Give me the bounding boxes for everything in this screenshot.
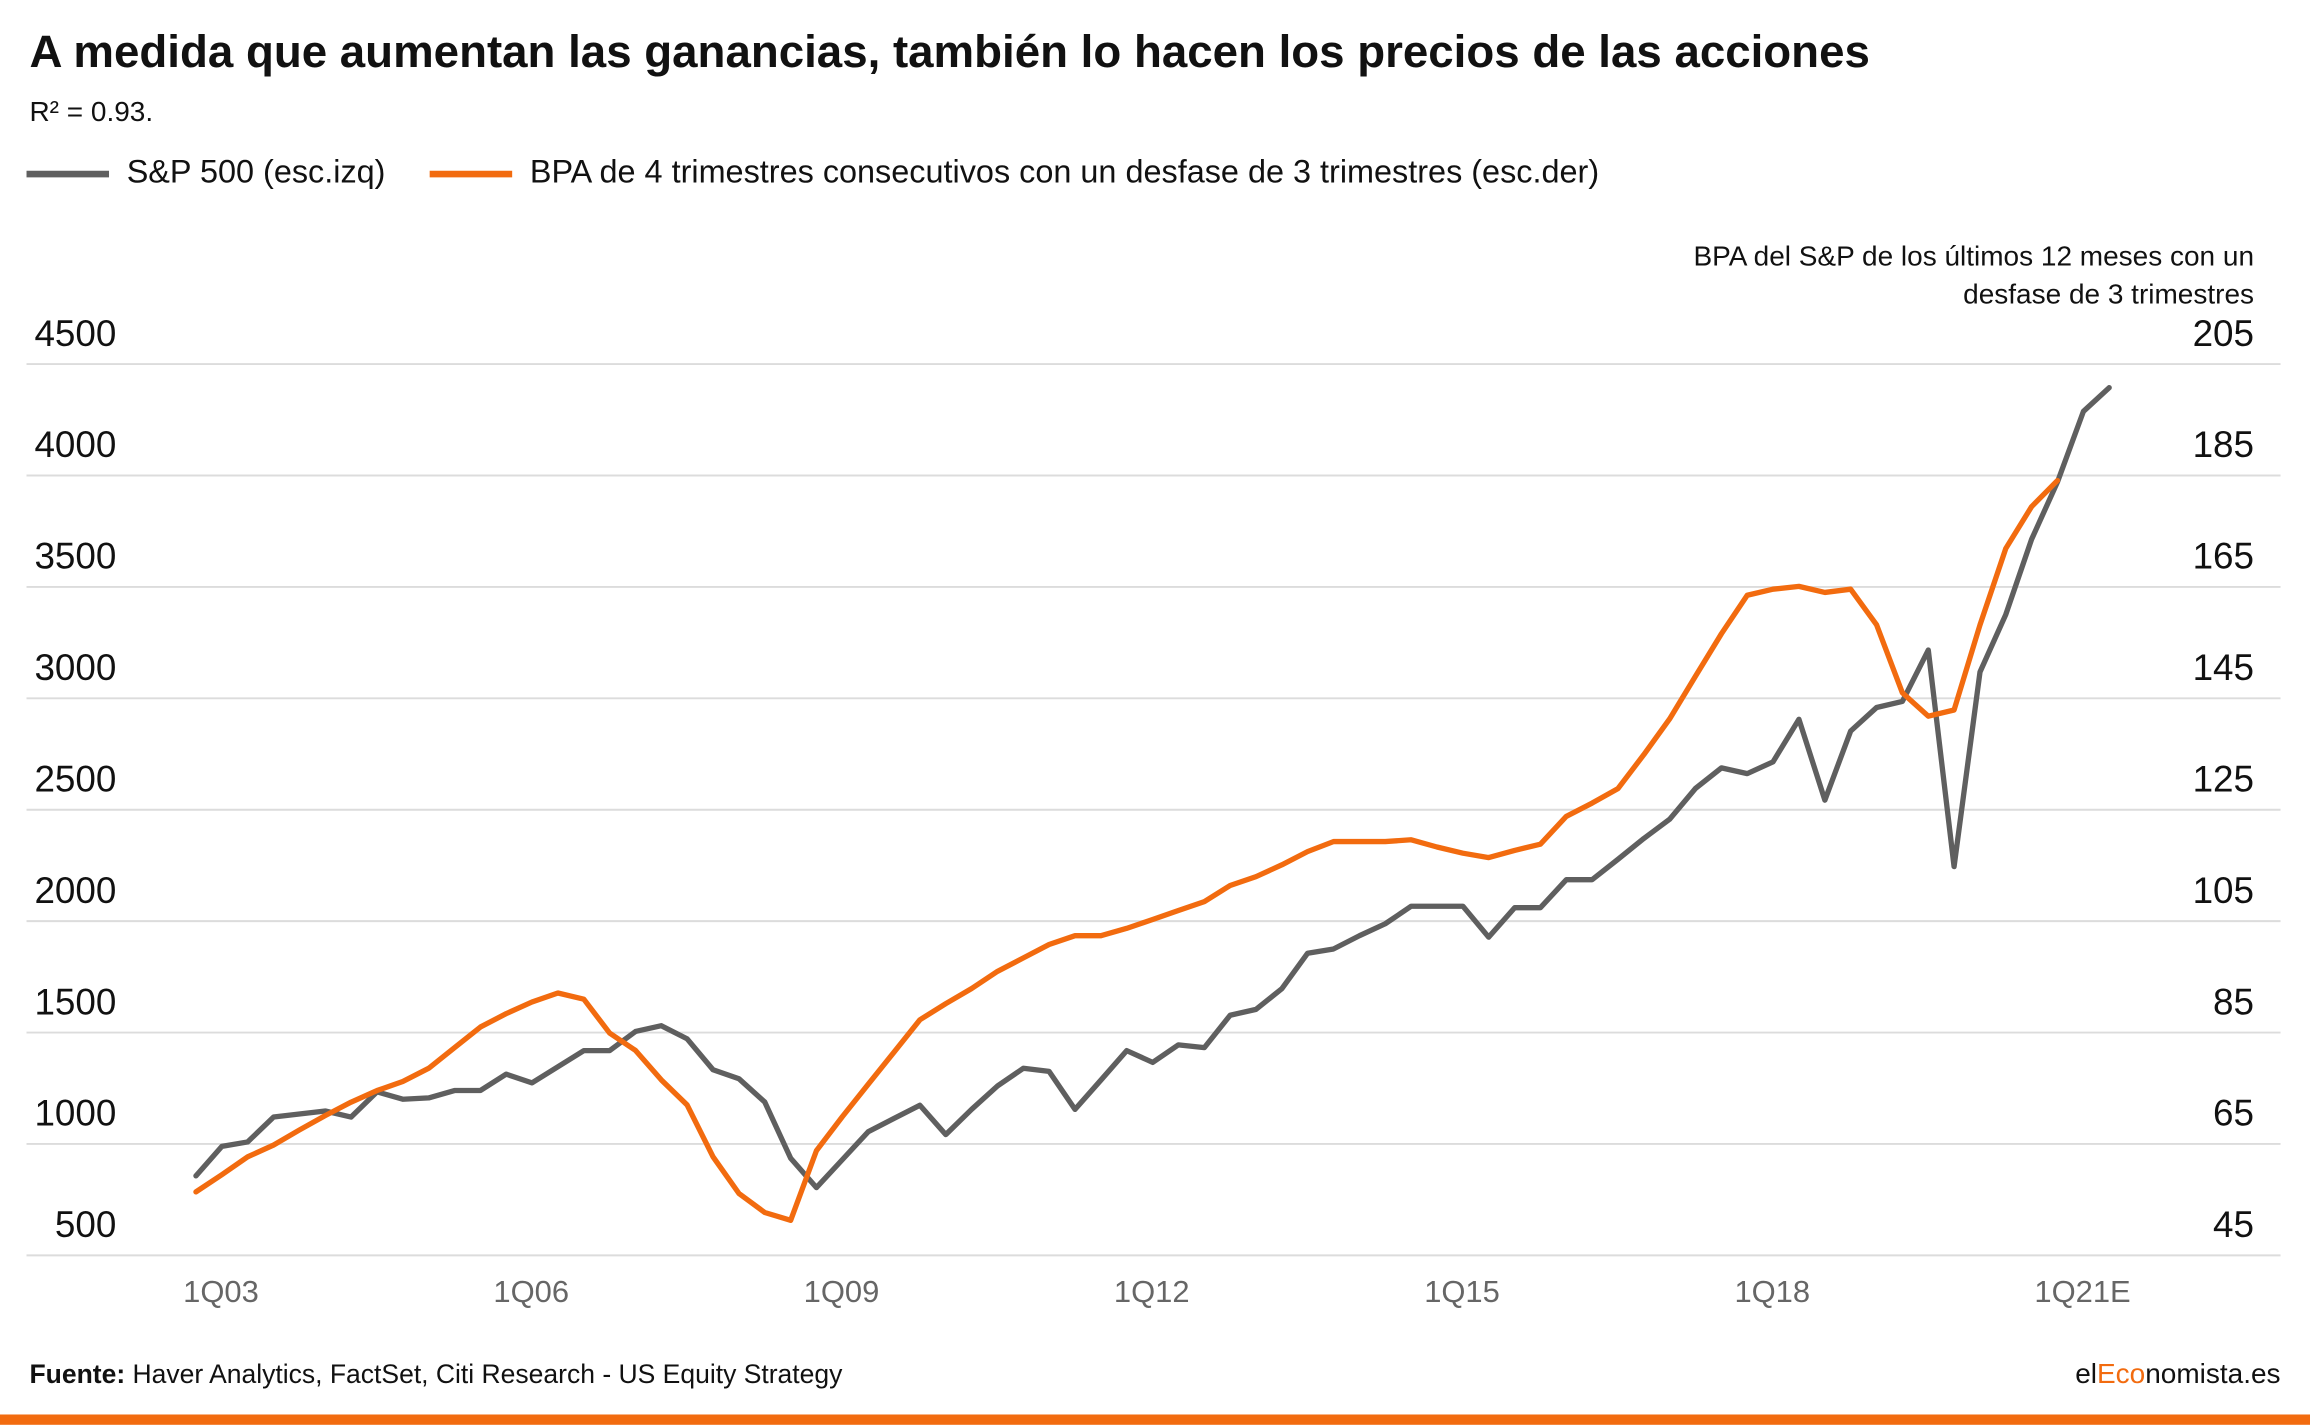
x-tick-label: 1Q18 [1734, 1274, 1810, 1309]
y-tick-label: 1000 [34, 1093, 116, 1134]
y2-tick-label: 125 [2193, 758, 2254, 799]
y-tick-label: 4000 [34, 424, 116, 465]
y2-tick-label: 165 [2193, 536, 2254, 577]
y2-tick-label: 145 [2193, 647, 2254, 688]
y-tick-label: 2500 [34, 758, 116, 799]
brand-part: el [2075, 1359, 2097, 1390]
brand-part: nomista.es [2145, 1359, 2280, 1390]
y2-axis-title: desfase de 3 trimestres [1963, 279, 2254, 310]
line-series [193, 385, 2112, 1191]
y2-tick-label: 205 [2193, 313, 2254, 354]
line-series [193, 477, 2061, 1223]
y2-tick-label: 85 [2213, 981, 2254, 1022]
y2-tick-label: 105 [2193, 870, 2254, 911]
chart-title: A medida que aumentan las ganancias, tam… [29, 26, 1869, 77]
footer-bar [0, 1414, 2310, 1425]
source-text: Haver Analytics, FactSet, Citi Research … [133, 1359, 844, 1389]
x-tick-label: 1Q21E [2034, 1274, 2130, 1309]
source-label: Fuente: [29, 1359, 125, 1389]
y-tick-label: 4500 [34, 313, 116, 354]
x-tick-label: 1Q15 [1424, 1274, 1500, 1309]
chart-subtitle: R² = 0.93. [29, 96, 153, 127]
legend-label: S&P 500 (esc.izq) [127, 154, 386, 190]
y2-tick-label: 45 [2213, 1204, 2254, 1245]
brand: elEconomista.es [2075, 1359, 2280, 1390]
y-tick-label: 3000 [34, 647, 116, 688]
x-tick-label: 1Q12 [1114, 1274, 1190, 1309]
y-tick-label: 500 [55, 1204, 116, 1245]
y2-tick-label: 185 [2193, 424, 2254, 465]
y-tick-label: 2000 [34, 870, 116, 911]
y-tick-label: 3500 [34, 536, 116, 577]
legend-label: BPA de 4 trimestres consecutivos con un … [530, 154, 1599, 190]
y-tick-label: 1500 [34, 981, 116, 1022]
brand-part: Eco [2097, 1359, 2145, 1390]
x-tick-label: 1Q09 [804, 1274, 880, 1309]
x-tick-label: 1Q03 [183, 1274, 259, 1309]
x-tick-label: 1Q06 [493, 1274, 569, 1309]
y2-tick-label: 65 [2213, 1093, 2254, 1134]
source: Fuente: Haver Analytics, FactSet, Citi R… [29, 1359, 843, 1389]
y2-axis-title: BPA del S&P de los últimos 12 meses con … [1693, 240, 2254, 271]
